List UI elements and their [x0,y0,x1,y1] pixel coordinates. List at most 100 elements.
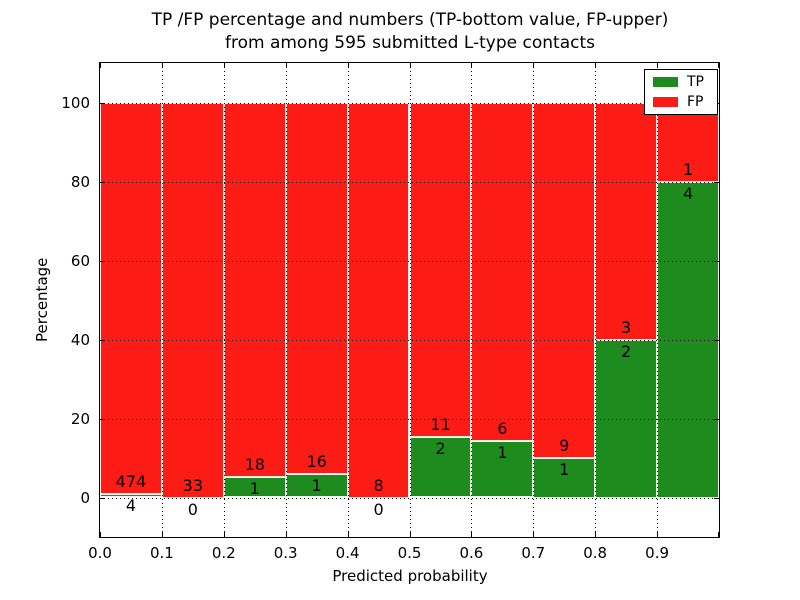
x-tick-mark [595,532,596,537]
tp-count-label: 2 [621,341,632,361]
gridline-horizontal [100,261,719,262]
x-tick-mark [718,532,719,537]
gridline-vertical [533,63,534,537]
gridline-horizontal [100,182,719,183]
y-tick-mark [714,340,719,341]
y-tick-label: 0 [80,488,90,507]
x-tick-mark [286,63,287,68]
y-tick-label: 60 [70,251,90,270]
x-tick-mark [533,532,534,537]
gridline-vertical [348,63,349,537]
x-tick-label: 0.2 [211,544,236,562]
tp-count-label: 1 [249,478,260,498]
tp-count-label: 1 [559,460,570,479]
x-tick-mark [595,63,596,68]
y-tick-mark [714,419,719,420]
chart-title: TP /FP percentage and numbers (TP-bottom… [99,9,721,55]
legend-entry-fp: FP [653,95,717,109]
gridline-vertical [657,63,658,537]
fp-count-label: 9 [559,436,570,455]
x-tick-mark [471,532,472,537]
y-tick-mark [100,182,105,183]
fp-count-label: 8 [373,475,384,495]
bar-fp-segment [223,102,286,477]
x-tick-label: 0.8 [583,544,608,562]
gridline-vertical [286,63,287,537]
x-tick-label: 0.5 [397,544,422,562]
fp-count-label: 3 [621,317,632,337]
x-axis-label: Predicted probability [332,567,488,585]
x-tick-label: 0.0 [88,544,112,562]
fp-legend-swatch [653,96,678,107]
fp-count-label: 6 [497,419,508,439]
fp-count-label: 16 [306,452,327,472]
x-tick-mark [224,532,225,537]
y-tick-mark [100,103,105,104]
x-tick-mark [348,63,349,68]
fp-count-label: 1 [682,159,694,179]
x-tick-mark [471,63,472,68]
plot-area: 474 4 33 0 18 1 16 1 8 0 11 2 6 1 9 1 3 2 1 4 [99,62,720,538]
tp-count-label: 0 [373,499,384,519]
tp-legend-label: TP [687,74,704,91]
x-tick-mark [224,63,225,68]
y-tick-label: 100 [61,93,90,112]
bar-tp-segment [595,339,658,498]
x-tick-mark [657,532,658,537]
y-tick-mark [714,182,719,183]
chart-title-line1: TP /FP percentage and numbers (TP-bottom… [151,10,669,30]
tp-count-label: 2 [435,438,446,458]
bar-tp-segment [409,436,472,498]
x-tick-mark [286,532,287,537]
x-tick-mark [657,63,658,68]
x-tick-mark [718,63,719,68]
tp-count-label: 4 [682,183,694,203]
x-tick-label: 0.7 [521,544,546,562]
bar-tp-segment [100,494,162,498]
gridline-vertical [410,63,411,537]
x-tick-mark [100,63,101,68]
gridline-horizontal [100,103,719,104]
legend: TP FP [644,69,718,115]
bar-fp-segment [100,102,162,495]
gridline-vertical [595,63,596,537]
chart-title-line2: from among 595 submitted L-type contacts [224,33,595,53]
y-axis-label: Percentage [33,257,51,343]
tp-count-label: 1 [497,443,508,463]
y-tick-mark [100,261,105,262]
bar-fp-segment [347,102,410,498]
y-tick-label: 40 [70,330,90,349]
y-tick-mark [100,498,105,499]
bar-fp-segment [471,102,534,442]
fp-count-label: 474 [115,472,147,492]
fp-legend-label: FP [687,93,704,110]
tp-legend-swatch [653,77,678,88]
x-tick-mark [410,63,411,68]
y-tick-label: 80 [70,172,90,191]
x-tick-label: 0.6 [459,544,484,562]
x-tick-mark [410,532,411,537]
y-tick-mark [100,340,105,341]
bar-fp-segment [533,102,596,458]
gridline-horizontal [100,419,719,420]
x-tick-mark [162,532,163,537]
x-tick-mark [348,532,349,537]
y-tick-label: 20 [70,409,90,428]
gridline-vertical [162,63,163,537]
x-tick-mark [533,63,534,68]
tp-count-label: 1 [311,476,322,496]
fp-count-label: 11 [430,414,451,434]
bar-fp-segment [161,102,224,498]
y-tick-mark [100,419,105,420]
y-tick-mark [714,498,719,499]
gridline-vertical [224,63,225,537]
tp-count-label: 4 [125,496,137,516]
x-tick-label: 0.3 [273,544,298,562]
x-tick-label: 0.9 [645,544,670,562]
tp-count-label: 0 [187,499,198,519]
gridline-vertical [471,63,472,537]
x-tick-mark [162,63,163,68]
bar-fp-segment [409,102,472,437]
bar-tp-segment [471,441,534,498]
